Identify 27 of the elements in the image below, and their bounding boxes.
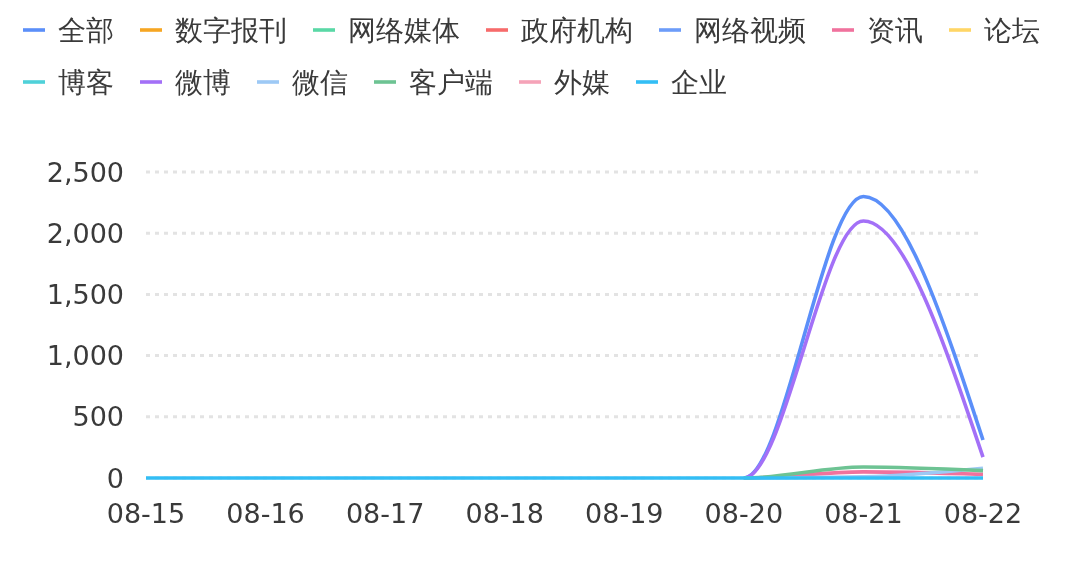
legend-label: 外媒 [554, 65, 610, 99]
y-tick-label: 2,000 [46, 217, 124, 249]
x-tick-label: 08-22 [943, 497, 1023, 529]
y-tick-label: 1,500 [46, 278, 124, 310]
x-tick-label: 08-20 [704, 497, 784, 529]
x-tick-label: 08-16 [226, 497, 305, 529]
y-tick-label: 2,500 [46, 156, 124, 188]
legend-label: 论坛 [984, 13, 1040, 47]
legend-label: 网络媒体 [348, 13, 460, 47]
legend-label: 客户端 [409, 65, 493, 99]
legend-label: 网络视频 [694, 13, 806, 47]
legend-label: 政府机构 [521, 13, 633, 47]
legend-label: 企业 [671, 65, 727, 99]
y-tick-label: 1,000 [46, 340, 124, 372]
legend-label: 博客 [58, 65, 114, 99]
legend-label: 全部 [58, 13, 114, 47]
y-tick-label: 500 [72, 401, 124, 433]
x-tick-label: 08-19 [585, 497, 664, 529]
legend-label: 资讯 [867, 13, 923, 47]
x-tick-label: 08-15 [106, 497, 186, 529]
x-tick-label: 08-17 [345, 497, 425, 529]
legend-label: 微信 [292, 65, 348, 99]
legend-label: 数字报刊 [175, 13, 287, 47]
legend-label: 微博 [175, 65, 231, 99]
x-tick-label: 08-18 [465, 497, 544, 529]
x-tick-label: 08-21 [824, 497, 903, 529]
y-tick-label: 0 [106, 462, 124, 494]
